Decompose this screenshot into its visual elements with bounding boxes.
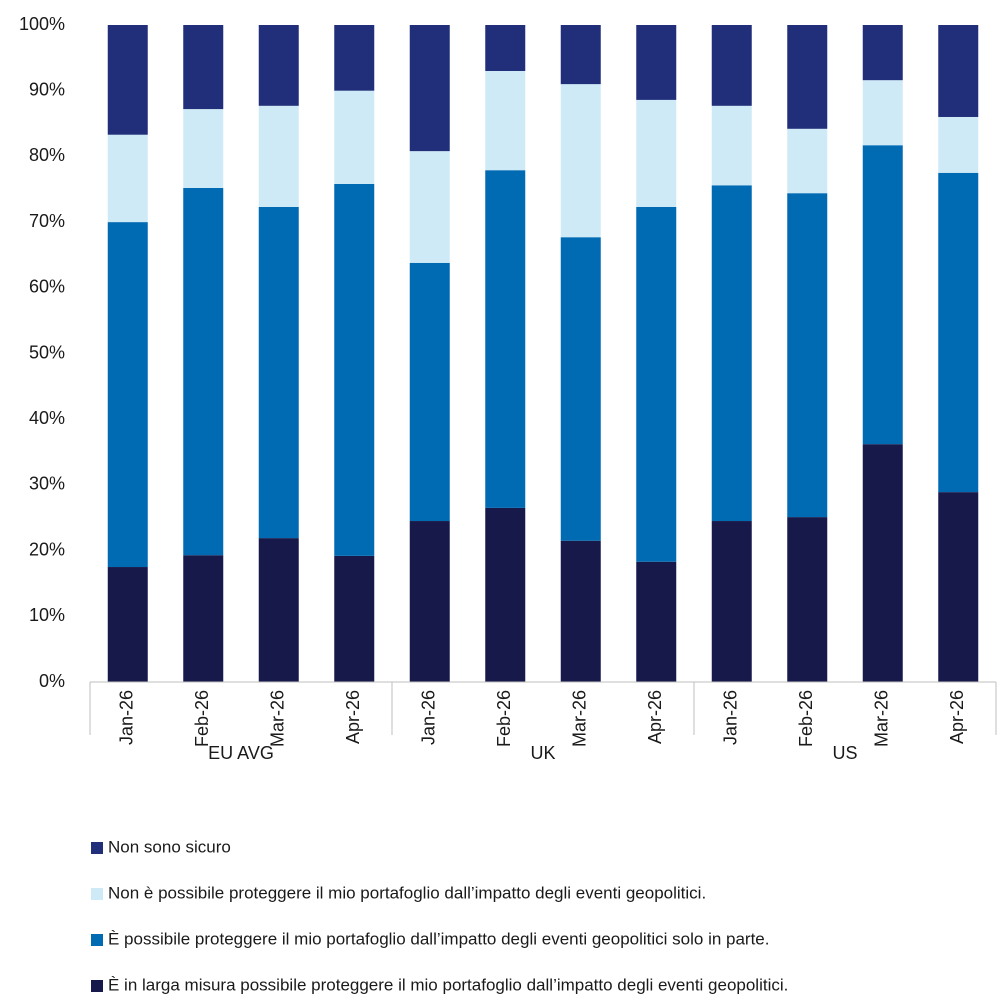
group-label: EU AVG [208,743,274,763]
y-tick-label: 0% [39,671,65,691]
bar-segment [560,540,601,682]
y-tick-label: 100% [19,14,65,34]
x-tick-label: Mar-26 [268,690,288,747]
bar-segment [107,567,148,682]
bar-segment [862,25,903,81]
legend-text: È possibile proteggere il mio portafogli… [108,929,770,948]
bar-segment [258,538,299,682]
bar-segment [938,172,979,493]
y-tick-label: 70% [29,211,65,231]
bar-segment [711,25,752,106]
bar-segment [107,25,148,135]
x-tick-label: Apr-26 [343,690,363,744]
bar-segment [485,25,526,71]
bar-segment [787,517,828,682]
bar-segment [409,25,450,152]
y-tick-label: 50% [29,342,65,362]
bar-segment [560,237,601,541]
bar-segment [183,109,224,188]
x-tick-label: Jan-26 [419,690,439,745]
x-tick-label: Apr-26 [947,690,967,744]
bar-segment [258,206,299,539]
x-tick-label: Feb-26 [494,690,514,747]
bar-segment [183,555,224,682]
bar-segment [938,116,979,173]
legend-text: È in larga misura possibile proteggere i… [108,975,788,994]
legend-text: Non sono sicuro [108,837,231,856]
bar-segment [183,187,224,556]
bar-segment [938,492,979,682]
bar-segment [334,183,375,556]
bar-segment [409,521,450,682]
x-tick-label: Feb-26 [796,690,816,747]
legend-text: Non è possibile proteggere il mio portaf… [108,883,706,902]
bar-segment [636,25,677,100]
group-label: UK [530,743,555,763]
legend-swatch [91,888,103,900]
bar-segment [938,25,979,117]
bar-segment [636,561,677,682]
bar-segment [485,170,526,508]
bar-segment [787,193,828,518]
bar-segment [258,105,299,207]
x-tick-label: Jan-26 [117,690,137,745]
bar-segment [560,84,601,238]
bar-segment [862,145,903,445]
bar-segment [485,70,526,171]
bar-segment [334,555,375,682]
bar-segment [711,521,752,682]
legend-swatch [91,934,103,946]
bar-segment [636,99,677,207]
bar-segment [862,80,903,146]
x-tick-label: Jan-26 [721,690,741,745]
y-tick-label: 30% [29,474,65,494]
bar-segment [107,222,148,568]
bar-segment [711,105,752,186]
bar-segment [334,90,375,184]
bar-segment [711,185,752,522]
bar-segment [787,25,828,129]
y-tick-label: 40% [29,408,65,428]
bar-segment [183,25,224,110]
y-tick-label: 10% [29,605,65,625]
x-tick-label: Feb-26 [192,690,212,747]
bar-segment [485,507,526,682]
bar-segment [636,206,677,562]
legend-swatch [91,842,103,854]
x-tick-label: Mar-26 [872,690,892,747]
group-label: US [832,743,857,763]
y-tick-label: 90% [29,79,65,99]
bar-segment [862,444,903,682]
y-tick-label: 20% [29,539,65,559]
x-tick-label: Apr-26 [645,690,665,744]
y-tick-label: 80% [29,145,65,165]
bar-segment [334,25,375,91]
bar-segment [409,151,450,263]
bar-segment [258,25,299,106]
x-tick-label: Mar-26 [570,690,590,747]
bar-segment [409,262,450,522]
bar-segment [787,128,828,194]
legend-swatch [91,980,103,992]
bar-segment [560,25,601,85]
y-tick-label: 60% [29,277,65,297]
bar-segment [107,134,148,223]
